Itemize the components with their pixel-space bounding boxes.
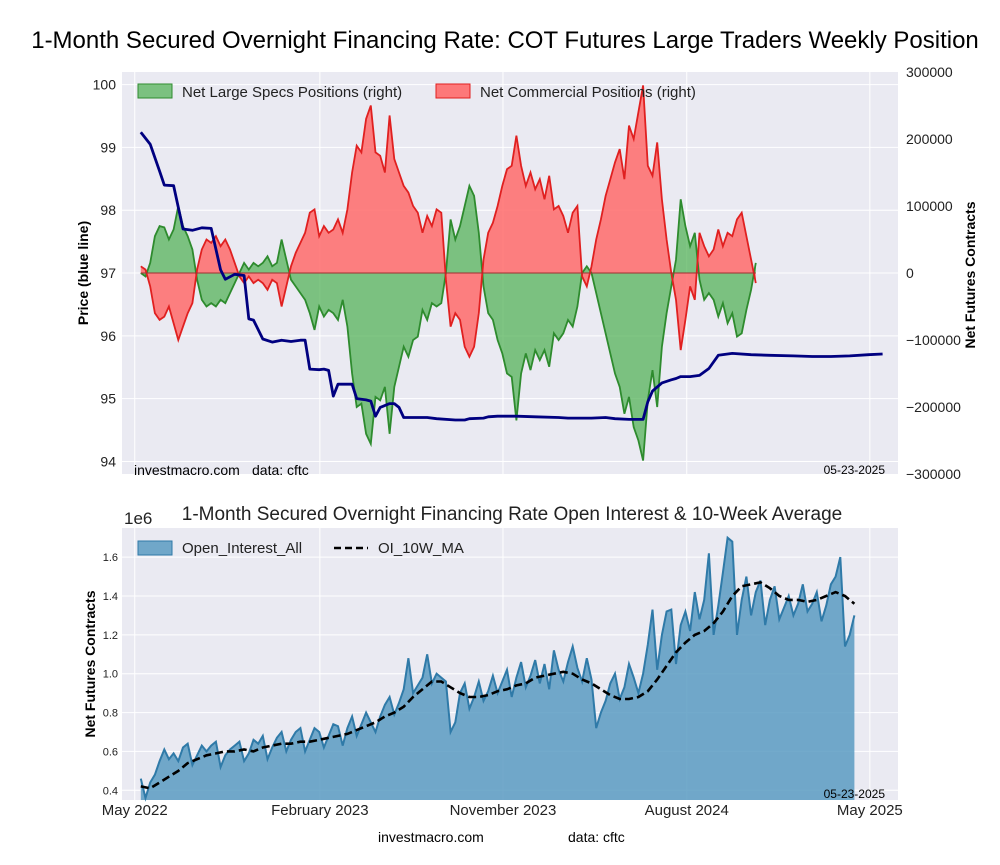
price-axis-ticks: 94 95 96 97 98 99 100 — [93, 77, 117, 470]
footer-source: data: cftc — [568, 829, 625, 845]
date-tick-1: February 2023 — [271, 802, 369, 819]
oi-tick-1.0: 1.0 — [103, 669, 118, 681]
specs-line — [140, 183, 757, 461]
moving-average-line — [140, 581, 856, 790]
price-tick-100: 100 — [93, 77, 117, 93]
contracts-tick-4: −100000 — [906, 332, 961, 348]
date-x-ticks: May 2022 February 2023 November 2023 August… — [102, 802, 903, 819]
open-interest-panel: 1-Month Secured Overnight Financing Rate… — [82, 504, 903, 819]
positions-panel: 94 95 96 97 98 99 100 300000 200000 100000 0 −1000… — [75, 64, 978, 482]
figure-title: 1-Month Secured Overnight Financing Rate… — [31, 27, 979, 54]
legend-swatch-commercial — [435, 83, 471, 99]
open-interest-line — [139, 535, 856, 802]
oi-tick-1.2: 1.2 — [103, 630, 118, 642]
open-interest-date-stamp: 05-23-2025 — [824, 787, 886, 801]
moving-average-group — [140, 581, 856, 790]
price-tick-99: 99 — [100, 139, 116, 155]
oi-tick-0.8: 0.8 — [103, 708, 118, 720]
contracts-axis-ticks: 300000 200000 100000 0 −100000 −200000 −300000 — [906, 64, 961, 482]
positions-legend: Net Large Specs Positions (right) Net Co… — [137, 83, 696, 101]
price-tick-97: 97 — [100, 265, 116, 281]
price-tick-94: 94 — [100, 453, 116, 469]
price-tick-98: 98 — [100, 202, 116, 218]
contracts-axis-label: Net Futures Contracts — [962, 201, 978, 348]
specs-area — [140, 185, 756, 461]
open-interest-y-ticks: 0.4 0.6 0.8 1.0 1.2 1.4 1.6 — [103, 552, 118, 797]
legend-label-commercial: Net Commercial Positions (right) — [480, 84, 696, 101]
open-interest-area-group — [139, 535, 856, 802]
date-tick-4: May 2025 — [837, 802, 903, 819]
contracts-tick-6: −300000 — [906, 466, 961, 482]
legend-swatch-specs — [137, 83, 173, 99]
contracts-tick-2: 100000 — [906, 198, 953, 214]
positions-date-stamp: 05-23-2025 — [824, 463, 886, 477]
date-tick-2: November 2023 — [450, 802, 557, 819]
date-tick-3: August 2024 — [645, 802, 729, 819]
oi-tick-1.6: 1.6 — [103, 552, 118, 564]
open-interest-legend: Open_Interest_All OI_10W_MA — [137, 540, 464, 557]
price-line-group — [139, 131, 883, 422]
oi-tick-0.4: 0.4 — [103, 785, 118, 797]
oi-tick-1.4: 1.4 — [103, 591, 118, 603]
positions-areas — [140, 85, 757, 461]
oi-tick-0.6: 0.6 — [103, 746, 118, 758]
contracts-tick-1: 200000 — [906, 131, 953, 147]
positions-watermark-site: investmacro.com — [134, 462, 240, 478]
contracts-tick-0: 300000 — [906, 64, 953, 80]
positions-watermark-source: data: cftc — [252, 462, 309, 478]
open-interest-axis-label: Net Futures Contracts — [82, 590, 98, 737]
price-axis-label: Price (blue line) — [75, 221, 91, 325]
contracts-tick-3: 0 — [906, 265, 914, 281]
legend-label-open-interest: Open_Interest_All — [182, 540, 302, 557]
date-tick-0: May 2022 — [102, 802, 168, 819]
legend-swatch-open-interest — [137, 540, 173, 556]
commercial-line — [140, 85, 757, 359]
open-interest-title: 1-Month Secured Overnight Financing Rate… — [182, 504, 842, 525]
open-interest-scale-label: 1e6 — [124, 509, 152, 528]
price-tick-96: 96 — [100, 328, 116, 344]
legend-label-specs: Net Large Specs Positions (right) — [182, 84, 402, 101]
price-line — [139, 131, 883, 422]
footer-site: investmacro.com — [378, 829, 484, 845]
price-tick-95: 95 — [100, 391, 116, 407]
contracts-tick-5: −200000 — [906, 399, 961, 415]
legend-label-moving-average: OI_10W_MA — [378, 540, 464, 557]
